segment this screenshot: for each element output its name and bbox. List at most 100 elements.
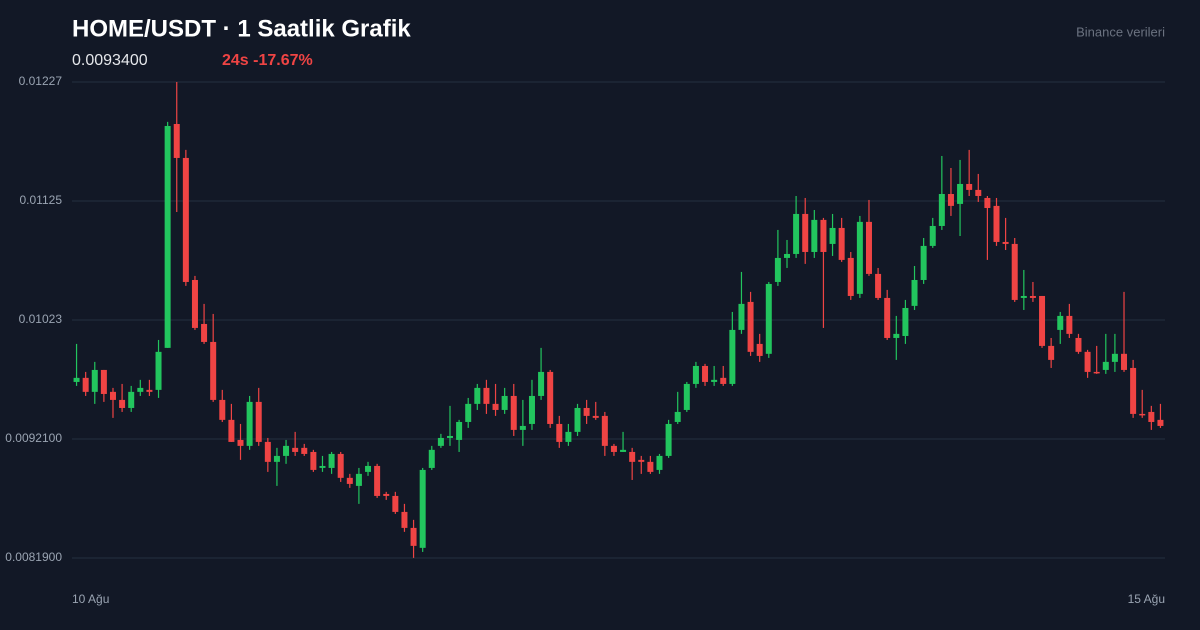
candle-body xyxy=(246,401,253,446)
candle-body xyxy=(629,451,636,462)
candle-body xyxy=(283,445,290,456)
candle-body xyxy=(756,343,763,356)
candle-body xyxy=(692,365,699,384)
y-tick-label: 0.0092100 xyxy=(5,431,62,445)
candle-body xyxy=(383,493,390,496)
candle-body xyxy=(456,421,463,440)
y-tick-label: 0.01125 xyxy=(20,193,63,207)
candle-body xyxy=(1130,367,1137,414)
candle-body xyxy=(91,369,98,392)
candle-body xyxy=(137,387,144,392)
candle-body xyxy=(374,465,381,496)
candle-body xyxy=(191,279,198,328)
candle-body xyxy=(738,303,745,330)
candle-body xyxy=(674,411,681,422)
chart-title: HOME/USDT · 1 Saatlik Grafik xyxy=(72,15,411,42)
candle-body xyxy=(219,399,226,420)
candle-body xyxy=(1148,411,1155,422)
candle-body xyxy=(993,205,1000,242)
candle-body xyxy=(446,435,453,438)
candle-body xyxy=(702,365,709,382)
candle-body xyxy=(483,387,490,404)
y-tick-label: 0.01227 xyxy=(19,74,63,88)
candle-body xyxy=(410,527,417,546)
candle-body xyxy=(1157,419,1164,426)
candle-body xyxy=(273,455,280,462)
candle-body xyxy=(155,351,162,390)
candle-body xyxy=(328,453,335,468)
source: Binance verileri xyxy=(1076,24,1165,39)
candle-body xyxy=(346,477,353,484)
candle-body xyxy=(337,453,344,478)
candle-body xyxy=(929,225,936,246)
candle-body xyxy=(856,221,863,294)
candle-body xyxy=(1002,241,1009,244)
candle-body xyxy=(437,437,444,446)
candle-body xyxy=(510,395,517,430)
candle-body xyxy=(656,455,663,470)
candle-body xyxy=(1084,351,1091,372)
candle-body xyxy=(109,391,116,400)
candle-body xyxy=(984,197,991,208)
candle-body xyxy=(528,395,535,424)
candle-body xyxy=(1020,295,1027,298)
candle-body xyxy=(638,459,645,462)
candle-body xyxy=(128,391,135,408)
candle-body xyxy=(310,451,317,470)
x-tick-label: 10 Ağu xyxy=(72,592,109,606)
candle-body xyxy=(1039,295,1046,346)
candle-body xyxy=(747,301,754,352)
candle-body xyxy=(419,469,426,548)
candle-body xyxy=(957,183,964,204)
y-tick-label: 0.0081900 xyxy=(5,550,62,564)
candle-body xyxy=(947,194,954,206)
candle-body xyxy=(793,213,800,254)
candle-body xyxy=(847,257,854,296)
candle-body xyxy=(228,419,235,442)
candle-body xyxy=(884,297,891,338)
candle-body xyxy=(1048,345,1055,360)
candle-body xyxy=(620,449,627,452)
candle-body xyxy=(829,227,836,244)
candle-body xyxy=(1121,353,1128,370)
candle-body xyxy=(1066,315,1073,334)
candle-body xyxy=(519,425,526,430)
candle-body xyxy=(1093,371,1100,374)
candle-body xyxy=(255,401,262,442)
price: 0.0093400 xyxy=(72,52,148,69)
candle-body xyxy=(556,423,563,442)
candle-body xyxy=(492,403,499,410)
candle-body xyxy=(1029,295,1036,298)
candle-body xyxy=(538,371,545,396)
candle-body xyxy=(401,511,408,528)
candle-body xyxy=(164,125,171,348)
candle-body xyxy=(683,383,690,410)
change: 24s -17.67% xyxy=(222,52,313,69)
candle-body xyxy=(1011,243,1018,300)
candle-body xyxy=(665,423,672,456)
candle-body xyxy=(1139,413,1146,416)
candle-body xyxy=(938,194,945,226)
candle-body xyxy=(729,329,736,384)
candle-body xyxy=(82,377,89,392)
candle-body xyxy=(711,379,718,382)
candle-body xyxy=(565,431,572,442)
candle-body xyxy=(920,245,927,280)
candle-body xyxy=(1102,361,1109,370)
candle-body xyxy=(210,341,217,400)
candle-body xyxy=(355,473,362,486)
candle-body xyxy=(574,407,581,432)
candle-body xyxy=(1075,337,1082,352)
candle-body xyxy=(428,449,435,468)
candle-body xyxy=(301,447,308,454)
candle-body xyxy=(784,253,791,258)
candle-body xyxy=(365,465,372,472)
candle-body xyxy=(911,279,918,306)
candle-body xyxy=(610,445,617,452)
candle-body xyxy=(319,465,326,468)
candle-body xyxy=(264,441,271,462)
candle-body xyxy=(975,189,982,196)
candle-body xyxy=(802,213,809,252)
